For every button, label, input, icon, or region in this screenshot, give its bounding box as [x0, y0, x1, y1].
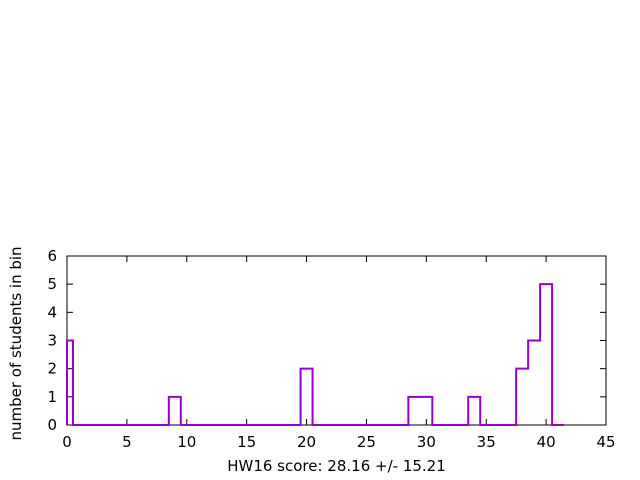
y-tick-label: 1 [47, 388, 57, 406]
y-tick-label: 3 [47, 332, 57, 350]
y-tick-label: 0 [47, 416, 57, 434]
plot-frame [66, 255, 607, 426]
y-tick-label: 6 [47, 247, 57, 265]
y-tick-label: 2 [47, 360, 57, 378]
x-tick-label: 10 [177, 433, 196, 451]
x-tick-label: 25 [357, 433, 376, 451]
x-tick-label: 30 [417, 433, 436, 451]
y-axis-label: number of students in bin [7, 246, 25, 440]
y-axis-ticks: 0 1 2 3 4 5 6 [47, 247, 606, 434]
y-tick-label: 4 [47, 303, 57, 321]
plot-border [66, 255, 607, 426]
x-axis-ticks: 0 5 10 15 20 25 30 35 40 45 [62, 256, 616, 451]
x-tick-label: 40 [537, 433, 556, 451]
x-axis-label: HW16 score: 28.16 +/- 15.21 [227, 457, 446, 475]
x-tick-label: 20 [297, 433, 316, 451]
x-tick-label: 15 [237, 433, 256, 451]
x-tick-label: 5 [122, 433, 132, 451]
x-tick-label: 0 [62, 433, 72, 451]
x-tick-label: 35 [477, 433, 496, 451]
histogram-line [66, 283, 565, 426]
x-tick-label: 45 [596, 433, 615, 451]
y-tick-label: 5 [47, 275, 57, 293]
